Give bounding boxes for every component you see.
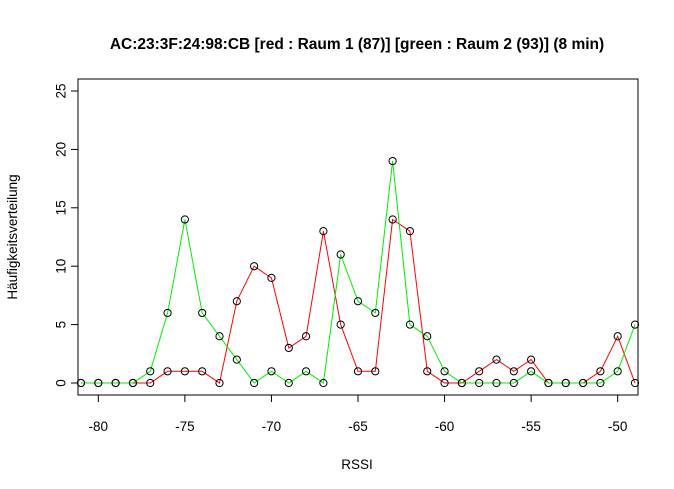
- y-axis-label: Häufigkeitsverteilung: [5, 174, 20, 299]
- data-point: [232, 297, 241, 306]
- data-point: [388, 215, 397, 224]
- data-point: [146, 367, 155, 376]
- data-point: [353, 367, 363, 376]
- data-point: [232, 355, 241, 364]
- data-point: [405, 227, 415, 236]
- x-tick-label: -65: [348, 419, 368, 434]
- data-point: [128, 378, 138, 388]
- y-tick-label: 5: [54, 321, 69, 329]
- x-tick-label: -50: [608, 419, 628, 434]
- data-point: [596, 367, 605, 376]
- data-point: [163, 308, 172, 318]
- data-point: [630, 320, 640, 329]
- data-point: [509, 378, 518, 388]
- data-point: [371, 308, 380, 318]
- data-point: [250, 262, 259, 271]
- data-point: [163, 367, 172, 376]
- data-point: [215, 378, 224, 388]
- y-tick-label: 0: [54, 379, 69, 387]
- y-tick-label: 15: [54, 200, 69, 215]
- y-tick-label: 20: [54, 142, 69, 157]
- data-point: [180, 215, 189, 224]
- data-point: [613, 367, 622, 376]
- data-point: [405, 320, 415, 329]
- y-tick-label: 10: [54, 259, 69, 274]
- data-point: [301, 367, 311, 376]
- data-point: [613, 332, 622, 341]
- x-axis-label: RSSI: [341, 457, 373, 472]
- chart-title: AC:23:3F:24:98:CB [red : Raum 1 (87)] [g…: [110, 36, 604, 53]
- data-point: [440, 367, 449, 376]
- data-point: [353, 297, 363, 306]
- series-red: [76, 215, 640, 388]
- x-tick-label: -75: [175, 419, 195, 434]
- data-point: [284, 343, 293, 353]
- data-point: [319, 227, 328, 236]
- x-axis: -80 -75 -70 -65 -60 -55 -50: [89, 394, 628, 434]
- data-point: [371, 367, 380, 376]
- y-tick-label: 25: [54, 83, 69, 98]
- data-point: [336, 320, 345, 329]
- x-tick-label: -60: [435, 419, 455, 434]
- y-axis: 0 5 10 15 20 25: [54, 83, 79, 387]
- data-point: [475, 367, 484, 376]
- data-point: [457, 378, 466, 388]
- data-point: [475, 378, 484, 388]
- data-point: [440, 378, 449, 388]
- data-point: [111, 378, 120, 388]
- data-point: [527, 355, 536, 364]
- data-point: [146, 378, 155, 388]
- data-point: [198, 367, 207, 376]
- data-point: [388, 156, 397, 166]
- data-point: [527, 367, 536, 376]
- x-tick-label: -55: [521, 419, 541, 434]
- data-point: [492, 378, 501, 388]
- data-point: [284, 378, 293, 388]
- data-point: [492, 355, 501, 364]
- data-point: [267, 273, 276, 282]
- plot-frame: [77, 78, 639, 396]
- data-point: [215, 332, 224, 341]
- data-point: [336, 250, 345, 259]
- data-point: [76, 378, 86, 388]
- data-point: [423, 367, 432, 376]
- data-point: [561, 378, 570, 388]
- series-layer: [76, 156, 640, 388]
- data-point: [180, 367, 189, 376]
- data-point: [630, 378, 640, 388]
- data-point: [94, 378, 103, 388]
- data-point: [319, 378, 328, 388]
- data-point: [301, 332, 311, 341]
- x-tick-label: -70: [262, 419, 282, 434]
- data-point: [596, 378, 605, 388]
- data-point: [423, 332, 432, 341]
- series-green: [76, 156, 640, 388]
- data-point: [250, 378, 259, 388]
- data-point: [578, 378, 588, 388]
- series-line: [81, 161, 636, 384]
- x-tick-label: -80: [89, 419, 109, 434]
- data-point: [509, 367, 518, 376]
- series-line: [81, 218, 636, 384]
- data-point: [544, 378, 553, 388]
- data-point: [267, 367, 276, 376]
- data-point: [198, 308, 207, 318]
